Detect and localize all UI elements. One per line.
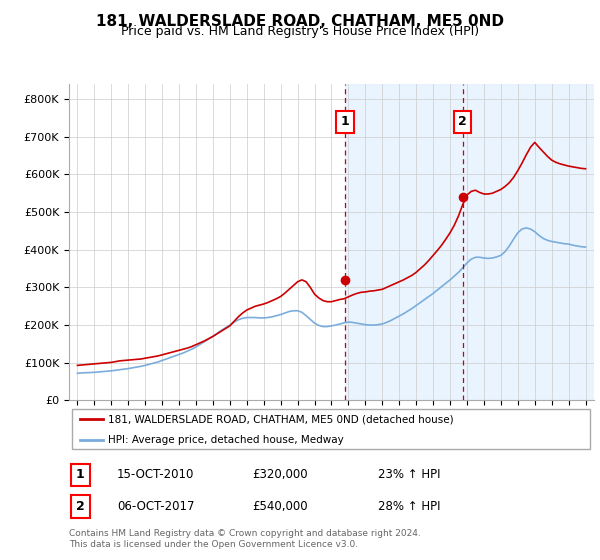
Text: 23% ↑ HPI: 23% ↑ HPI <box>378 468 440 482</box>
Text: 1: 1 <box>76 468 85 482</box>
Text: Contains HM Land Registry data © Crown copyright and database right 2024.
This d: Contains HM Land Registry data © Crown c… <box>69 529 421 549</box>
Text: £540,000: £540,000 <box>252 500 308 513</box>
Text: 181, WALDERSLADE ROAD, CHATHAM, ME5 0ND: 181, WALDERSLADE ROAD, CHATHAM, ME5 0ND <box>96 14 504 29</box>
Text: HPI: Average price, detached house, Medway: HPI: Average price, detached house, Medw… <box>109 435 344 445</box>
Text: £320,000: £320,000 <box>252 468 308 482</box>
FancyBboxPatch shape <box>71 464 90 486</box>
Text: 06-OCT-2017: 06-OCT-2017 <box>117 500 194 513</box>
Text: 181, WALDERSLADE ROAD, CHATHAM, ME5 0ND (detached house): 181, WALDERSLADE ROAD, CHATHAM, ME5 0ND … <box>109 414 454 424</box>
Text: 28% ↑ HPI: 28% ↑ HPI <box>378 500 440 513</box>
Text: 2: 2 <box>76 500 85 513</box>
Bar <box>345 84 600 400</box>
Text: 1: 1 <box>341 115 349 128</box>
FancyBboxPatch shape <box>71 495 90 517</box>
Text: 2: 2 <box>458 115 467 128</box>
Text: Price paid vs. HM Land Registry's House Price Index (HPI): Price paid vs. HM Land Registry's House … <box>121 25 479 38</box>
Text: 15-OCT-2010: 15-OCT-2010 <box>117 468 194 482</box>
FancyBboxPatch shape <box>71 409 590 449</box>
